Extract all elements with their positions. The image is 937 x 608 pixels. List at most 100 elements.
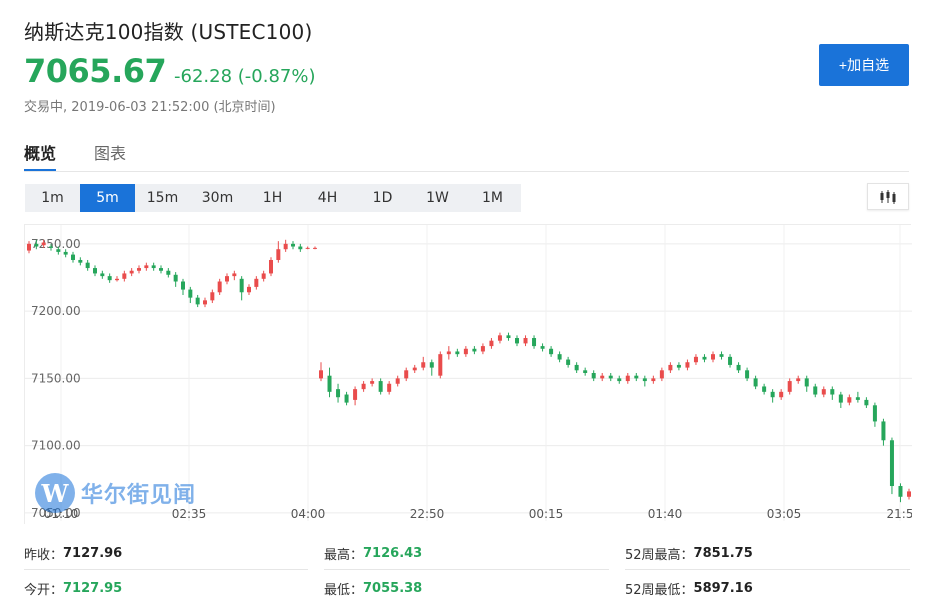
candle-body — [480, 346, 485, 352]
candle-body — [261, 273, 266, 279]
candle-body — [225, 276, 229, 282]
candle-body — [203, 300, 207, 305]
candle-body — [497, 335, 502, 341]
candle-body — [608, 375, 613, 379]
candle-body — [412, 367, 417, 371]
candle-body — [239, 278, 244, 293]
interval-1w[interactable]: 1W — [426, 190, 449, 206]
candle-body — [129, 270, 134, 274]
candle-body — [796, 378, 801, 382]
candle-body — [489, 340, 494, 347]
stat-open: 今开： 7127.95 — [24, 581, 123, 598]
candle-body — [872, 405, 877, 422]
candle-body — [344, 394, 349, 403]
candle-body — [753, 378, 758, 387]
candle-body — [600, 375, 605, 379]
candle-body — [276, 249, 281, 260]
candle-body — [404, 370, 409, 379]
candle-body — [642, 378, 647, 382]
stat-divider — [625, 569, 910, 570]
tab-chart[interactable]: 图表 — [94, 144, 127, 163]
candle-body — [728, 356, 733, 365]
candle-body — [27, 243, 31, 251]
candle-body — [821, 389, 826, 395]
candle-body — [41, 242, 46, 246]
candle-body — [523, 338, 528, 344]
candle-body — [898, 486, 903, 497]
chart-type-button[interactable] — [867, 183, 909, 210]
price-chart[interactable]: 7250.007200.007150.007100.007050.0001:10… — [24, 224, 912, 524]
candle-body — [693, 356, 698, 363]
interval-30m[interactable]: 30m — [201, 190, 234, 206]
candle-body — [291, 243, 295, 247]
candle-body — [159, 268, 163, 271]
interval-1d[interactable]: 1D — [372, 190, 393, 206]
candle-body — [830, 389, 835, 395]
interval-1mo[interactable]: 1M — [482, 190, 503, 206]
trading-status: 交易中, 2019-06-03 21:52:00 (北京时间) — [24, 100, 276, 115]
interval-4h[interactable]: 4H — [317, 190, 338, 206]
candle-body — [574, 364, 579, 371]
candle-body — [711, 354, 715, 360]
candle-body — [907, 491, 911, 497]
stat-divider — [324, 569, 609, 570]
candlestick-icon — [880, 189, 896, 204]
x-tick-label: 02:35 — [172, 507, 207, 521]
price-change: -62.28 (-0.87%) — [174, 66, 316, 87]
candle-body — [762, 386, 767, 392]
candle-body — [617, 378, 622, 382]
candle-body — [804, 378, 809, 387]
add-to-watchlist-button[interactable]: +加自选 — [819, 44, 909, 86]
y-tick-label: 7150.00 — [31, 371, 81, 385]
candle-body — [217, 281, 222, 293]
candle-body — [745, 370, 750, 379]
candle-body — [506, 335, 511, 339]
candle-body — [56, 249, 61, 252]
candle-body — [446, 351, 451, 355]
candle-body — [144, 265, 149, 269]
candle-body — [232, 273, 237, 277]
candle-body — [838, 394, 843, 403]
candle-body — [283, 243, 288, 250]
tab-overview[interactable]: 概览 — [24, 138, 57, 172]
candle-body — [166, 270, 171, 275]
stat-low: 最低： 7055.38 — [324, 581, 423, 598]
candle-body — [181, 281, 185, 290]
stat-prev-close: 昨收： 7127.96 — [24, 546, 123, 563]
candle-body — [651, 378, 656, 382]
candle-body — [305, 247, 310, 249]
candle-body — [107, 276, 112, 281]
interval-15m[interactable]: 15m — [146, 190, 179, 206]
candle-body — [336, 389, 341, 398]
candle-body — [719, 354, 724, 357]
candle-body — [455, 351, 460, 355]
candle-body — [298, 246, 303, 250]
interval-5m[interactable]: 5m — [80, 184, 135, 212]
candle-body — [472, 348, 477, 352]
candle-body — [49, 246, 53, 248]
candle-body — [429, 362, 434, 368]
candle-body — [736, 364, 741, 371]
candle-body — [395, 378, 400, 384]
interval-1m[interactable]: 1m — [41, 190, 64, 206]
candle-body — [591, 373, 596, 379]
x-tick-label: 21:5 — [887, 507, 912, 521]
candle-body — [770, 391, 775, 398]
x-tick-label: 03:05 — [767, 507, 802, 521]
status-time: 2019-06-03 21:52:00 (北京时间) — [71, 100, 276, 115]
candle-body — [421, 362, 426, 368]
x-tick-label: 01:40 — [648, 507, 683, 521]
candle-body — [195, 297, 200, 305]
candle-body — [855, 397, 860, 400]
interval-1h[interactable]: 1H — [262, 190, 283, 206]
candle-body — [685, 362, 690, 368]
x-tick-label: 04:00 — [291, 507, 326, 521]
candle-body — [115, 278, 119, 281]
tab-divider — [24, 171, 909, 172]
candle-body — [319, 370, 323, 379]
candle-body — [625, 375, 630, 382]
candle-body — [313, 247, 317, 249]
candle-body — [63, 251, 68, 255]
candle-body — [353, 389, 358, 400]
current-price: 7065.67 — [24, 52, 167, 90]
